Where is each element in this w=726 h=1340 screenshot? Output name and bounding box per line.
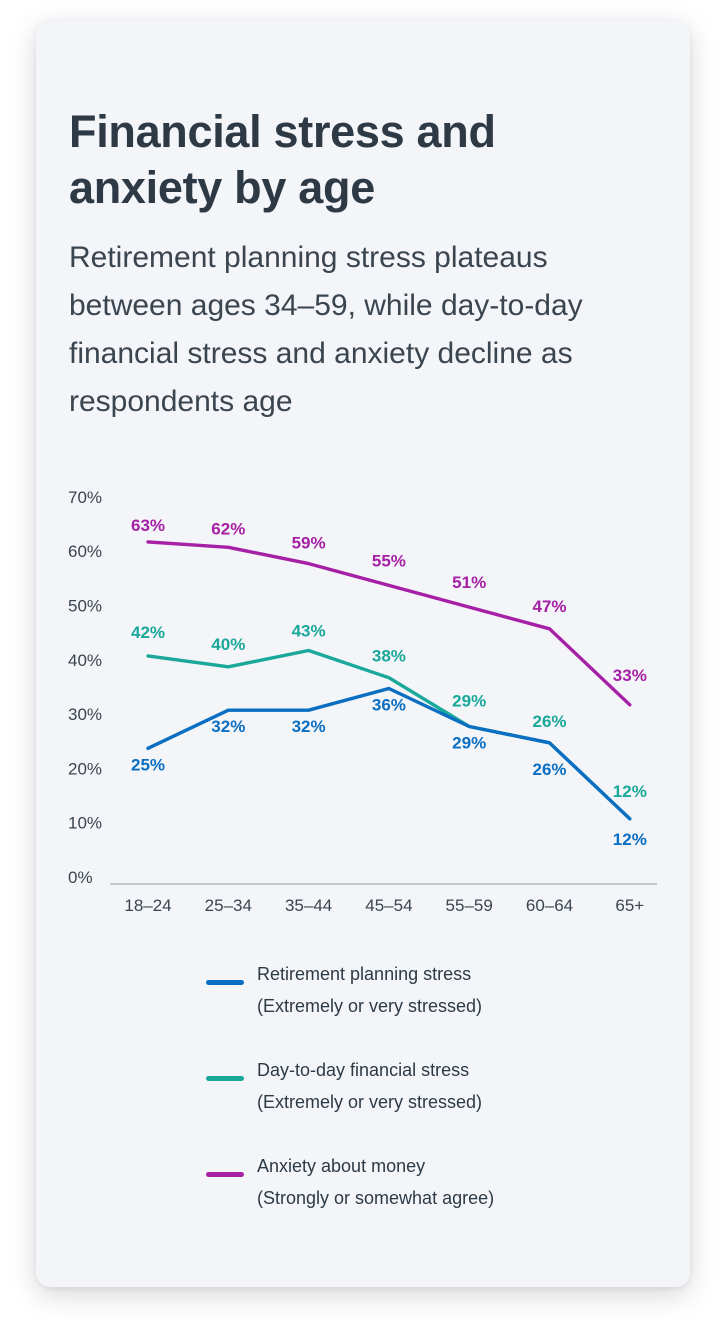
data-label: 25% <box>131 755 165 774</box>
data-label: 62% <box>211 519 245 538</box>
data-label: 33% <box>613 666 647 685</box>
data-label: 29% <box>452 692 486 711</box>
x-tick-label: 18–24 <box>124 896 171 915</box>
data-label: 59% <box>292 534 326 553</box>
y-tick-label: 10% <box>68 814 102 833</box>
data-label: 42% <box>131 623 165 642</box>
legend-label-retirement: Retirement planning stress (Extremely or… <box>257 958 482 1022</box>
legend-series-note: (Extremely or very stressed) <box>257 996 483 1016</box>
x-tick-label: 25–34 <box>205 896 252 915</box>
legend-series-note: (Strongly or somewhat agree) <box>257 1188 495 1208</box>
y-tick-label: 50% <box>68 597 102 616</box>
y-tick-label: 70% <box>68 488 102 507</box>
data-label: 43% <box>292 622 326 641</box>
data-label: 63% <box>131 516 165 535</box>
legend-label-anxiety: Anxiety about money (Strongly or somewha… <box>257 1150 494 1214</box>
data-label: 36% <box>372 696 406 715</box>
data-label: 32% <box>292 717 326 736</box>
chart-title: Financial stress and anxiety by age <box>69 106 496 213</box>
x-tick-label: 60–64 <box>526 896 573 915</box>
chart-subtitle: Retirement planning stress plateaus betw… <box>69 241 583 418</box>
legend-series-name: Anxiety about money <box>257 1156 426 1176</box>
data-label: 47% <box>532 597 566 616</box>
legend-series-note: (Extremely or very stressed) <box>257 1092 483 1112</box>
legend-series-name: Retirement planning stress <box>257 964 472 984</box>
data-label: 32% <box>211 717 245 736</box>
legend-swatch-retirement <box>206 980 244 985</box>
legend-label-day-to-day: Day-to-day financial stress (Extremely o… <box>257 1054 482 1118</box>
x-tick-label: 55–59 <box>446 896 493 915</box>
series-line-2 <box>146 540 632 707</box>
data-label: 12% <box>613 830 647 849</box>
data-label: 51% <box>452 573 486 592</box>
data-label: 29% <box>452 734 486 753</box>
data-label: 26% <box>532 760 566 779</box>
y-tick-label: 30% <box>68 705 102 724</box>
y-tick-label: 0% <box>68 868 93 887</box>
data-label: 55% <box>372 551 406 570</box>
y-tick-label: 60% <box>68 542 102 561</box>
data-label: 26% <box>532 712 566 731</box>
legend-series-name: Day-to-day financial stress <box>257 1060 470 1080</box>
y-tick-label: 20% <box>68 759 102 778</box>
data-label: 12% <box>613 782 647 801</box>
legend-swatch-day-to-day <box>206 1076 244 1081</box>
legend-swatch-anxiety <box>206 1172 244 1177</box>
data-label: 38% <box>372 647 406 666</box>
x-tick-label: 35–44 <box>285 896 332 915</box>
y-tick-label: 40% <box>68 651 102 670</box>
data-label: 40% <box>211 635 245 654</box>
x-tick-label: 65+ <box>615 896 644 915</box>
x-tick-label: 45–54 <box>365 896 412 915</box>
series-line-0 <box>146 686 632 821</box>
chart-card: Financial stress and anxiety by age Reti… <box>36 20 690 1287</box>
